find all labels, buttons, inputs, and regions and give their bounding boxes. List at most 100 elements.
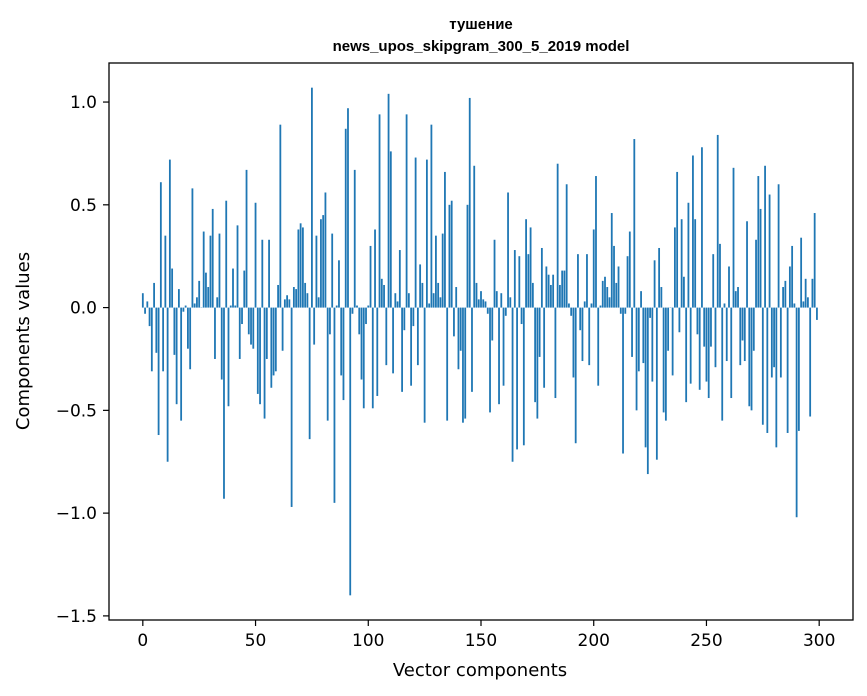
bar [493, 239, 496, 308]
bar [509, 297, 512, 308]
bar [344, 128, 347, 308]
bar [797, 307, 800, 431]
bar [396, 301, 399, 308]
bar [563, 270, 566, 308]
bar [504, 307, 507, 316]
bar [272, 307, 275, 376]
bar [416, 307, 419, 366]
bar [353, 169, 356, 308]
bar [678, 307, 681, 333]
bar [489, 307, 491, 413]
bar [153, 282, 155, 308]
bar [545, 266, 548, 308]
x-tick-label: 200 [578, 631, 610, 651]
bar [342, 307, 345, 401]
bar [518, 256, 521, 308]
bar [166, 307, 169, 462]
bar [707, 307, 710, 399]
x-tick-label: 100 [352, 631, 384, 651]
bar [583, 301, 586, 308]
bar [793, 303, 796, 308]
bar [320, 219, 322, 308]
bar [601, 280, 604, 308]
bar [615, 282, 618, 308]
bar [144, 307, 146, 314]
bar [554, 307, 557, 399]
bar [189, 307, 192, 370]
bar [507, 192, 509, 308]
bar [304, 282, 307, 308]
bar [552, 274, 555, 308]
bar [644, 307, 647, 448]
bar [498, 307, 500, 405]
bar [432, 293, 435, 308]
bar [538, 307, 541, 357]
bar [155, 307, 158, 353]
bar [218, 233, 221, 308]
bar [813, 213, 816, 308]
bar [757, 176, 760, 308]
bar [268, 239, 270, 308]
bar [299, 223, 302, 308]
bar [315, 235, 318, 308]
bar [229, 305, 232, 308]
bar [635, 307, 638, 411]
bar [664, 307, 667, 421]
bar [604, 276, 606, 308]
bar [655, 307, 658, 460]
bar [800, 237, 803, 308]
bar [301, 227, 304, 308]
bar [631, 307, 633, 357]
bar [471, 307, 473, 392]
bar [572, 307, 575, 378]
bar [658, 247, 661, 308]
bar [455, 287, 458, 308]
bar [333, 307, 336, 503]
bar [329, 307, 331, 335]
bar [448, 204, 451, 308]
bar [788, 266, 791, 308]
bar [410, 307, 413, 386]
bar [525, 219, 527, 308]
bar [721, 307, 724, 421]
bar [712, 254, 715, 308]
bar [653, 260, 656, 308]
bar [265, 307, 268, 359]
bar [419, 264, 422, 308]
bar [279, 124, 282, 308]
bar [750, 307, 753, 411]
bar [182, 307, 185, 312]
bar [340, 307, 343, 376]
bar [184, 305, 187, 308]
bar [703, 307, 706, 347]
bar [475, 282, 478, 308]
bar [660, 287, 663, 308]
bar [313, 307, 316, 345]
bar [610, 213, 613, 308]
bar [619, 307, 622, 314]
y-tick-label: −1.5 [56, 607, 97, 627]
y-axis-ticks: 1.0 0.5 0.0 −0.5 −1.0 −1.5 [56, 93, 109, 627]
bar [531, 282, 534, 308]
bar [651, 307, 654, 382]
bar [466, 204, 469, 308]
bar [317, 297, 320, 308]
bar [311, 87, 313, 308]
bar [392, 307, 394, 374]
bar [250, 307, 252, 345]
bar [171, 268, 174, 308]
bar [540, 247, 543, 308]
bar [241, 307, 243, 325]
bar [683, 276, 685, 308]
bar [755, 239, 757, 308]
bar [773, 307, 775, 368]
bar [705, 307, 708, 382]
bar [561, 270, 564, 308]
bar [608, 297, 611, 308]
bar [187, 307, 189, 349]
bar [586, 254, 588, 308]
bar [637, 307, 640, 372]
bar [728, 266, 730, 308]
